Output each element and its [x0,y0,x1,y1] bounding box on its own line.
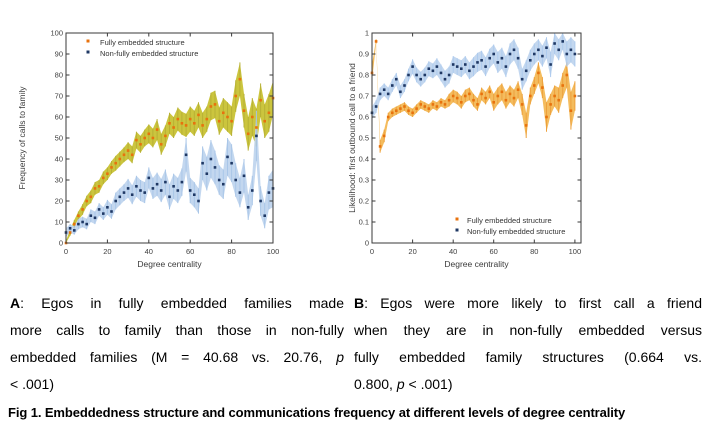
caption-b-line-3: fully embedded family structures (0.664 … [354,349,702,365]
svg-text:100: 100 [267,247,280,256]
svg-text:80: 80 [55,71,63,80]
svg-text:Non-fully embedded structure: Non-fully embedded structure [467,227,565,236]
caption-panel-a: A: Egos in fully embedded families made … [10,290,344,398]
chart-b-scatter-plot: 0 20 40 60 80 100 0 0.1 0.2 0.3 0.4 0.5 0.6 0.7 0.8 0.9… [347,29,582,269]
svg-text:50: 50 [55,134,63,143]
chart-a-scatter-plot: 0 20 40 60 80 100 0 10 20 30 40 50 60 70 80 90 100 Degree… [17,29,280,270]
svg-text:0.3: 0.3 [359,176,369,185]
figure-title-caption: Fig 1. Embeddedness structure and commun… [8,405,626,420]
caption-b-p-italic: p [396,376,405,392]
svg-text:60: 60 [55,113,63,122]
svg-text:0.6: 0.6 [359,113,369,122]
svg-text:10: 10 [55,218,63,227]
svg-text:60: 60 [490,247,498,256]
caption-a-p-italic: p [336,349,344,365]
caption-a-line-4: < .001) [10,376,54,392]
svg-text:0: 0 [64,247,68,256]
svg-text:20: 20 [408,247,416,256]
svg-text:0.2: 0.2 [359,197,369,206]
caption-a-line-1: A: Egos in fully embedded families made [10,295,344,311]
svg-text:20: 20 [55,197,63,206]
svg-text:Likelihood: first outbound cal: Likelihood: first outbound call to a fri… [347,63,357,213]
svg-text:40: 40 [449,247,457,256]
svg-text:0.7: 0.7 [359,92,369,101]
svg-text:0: 0 [365,239,369,248]
caption-a-label: A [10,295,21,311]
svg-text:Degree centrality: Degree centrality [444,259,509,269]
svg-text:100: 100 [50,29,63,38]
svg-text:70: 70 [55,92,63,101]
svg-text:90: 90 [55,50,63,59]
caption-b-label: B [354,295,365,311]
svg-text:80: 80 [530,247,538,256]
svg-text:0.9: 0.9 [359,50,369,59]
svg-text:Degree centrality: Degree centrality [137,259,202,269]
svg-text:Frequency of calls to family: Frequency of calls to family [17,86,27,190]
svg-text:0: 0 [59,239,63,248]
svg-text:Non-fully embedded structure: Non-fully embedded structure [100,49,198,58]
svg-text:30: 30 [55,176,63,185]
svg-text:0.4: 0.4 [359,155,369,164]
svg-text:1: 1 [365,29,369,38]
svg-text:0: 0 [370,247,374,256]
svg-text:Fully embedded structure: Fully embedded structure [467,216,552,225]
caption-a-line-2: more calls to family than those in non-f… [10,322,344,338]
caption-a-line-3: embedded families (M = 40.68 vs. 20.76, … [10,349,344,365]
svg-text:60: 60 [186,247,194,256]
caption-b-line-2: when they are in non-fully embedded vers… [354,322,702,338]
caption-panel-b: B: Egos were more likely to first call a… [354,290,702,398]
svg-text:0.1: 0.1 [359,218,369,227]
svg-text:0.5: 0.5 [359,134,369,143]
caption-b-line-1: B: Egos were more likely to first call a… [354,295,702,311]
svg-text:40: 40 [55,155,63,164]
svg-text:Fully embedded structure: Fully embedded structure [100,38,185,47]
svg-text:40: 40 [145,247,153,256]
svg-text:80: 80 [227,247,235,256]
svg-text:20: 20 [103,247,111,256]
caption-b-line-4: 0.800, p < .001) [354,376,453,392]
svg-text:100: 100 [569,247,582,256]
svg-text:0.8: 0.8 [359,71,369,80]
